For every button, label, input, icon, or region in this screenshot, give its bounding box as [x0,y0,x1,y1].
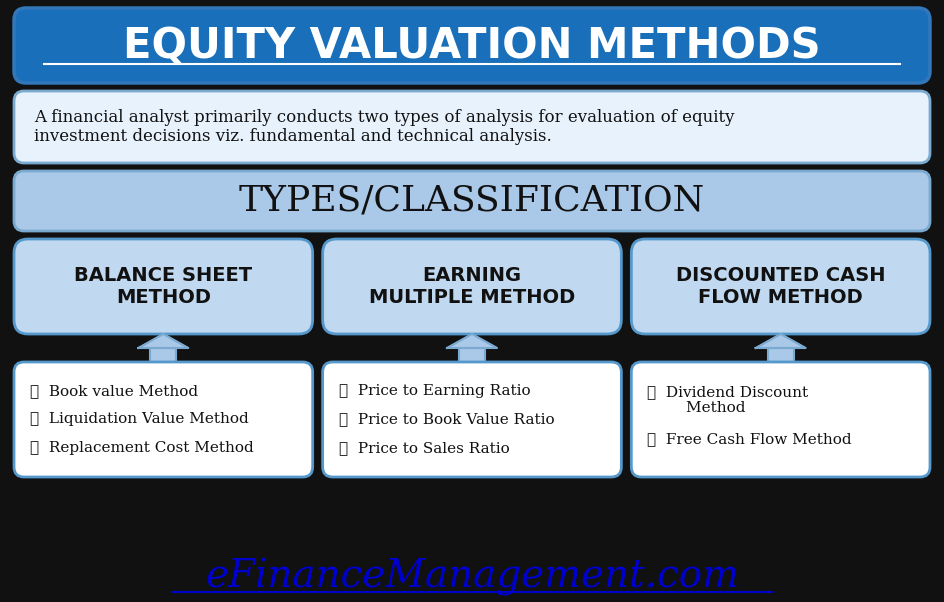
Polygon shape [447,334,497,348]
Text: EQUITY VALUATION METHODS: EQUITY VALUATION METHODS [123,25,821,66]
Text: ➤  Book value Method: ➤ Book value Method [30,383,198,398]
Text: ➤  Liquidation Value Method: ➤ Liquidation Value Method [30,412,249,426]
Polygon shape [755,334,805,348]
Text: ➤  Free Cash Flow Method: ➤ Free Cash Flow Method [648,432,851,445]
Text: ➤  Dividend Discount
        Method: ➤ Dividend Discount Method [648,385,808,415]
Text: ➤  Price to Book Value Ratio: ➤ Price to Book Value Ratio [339,412,554,426]
FancyBboxPatch shape [14,8,930,83]
Text: BALANCE SHEET
METHOD: BALANCE SHEET METHOD [75,266,252,307]
Text: A financial analyst primarily conducts two types of analysis for evaluation of e: A financial analyst primarily conducts t… [34,109,734,145]
Text: ➤  Replacement Cost Method: ➤ Replacement Cost Method [30,441,254,455]
Polygon shape [139,334,189,348]
FancyBboxPatch shape [323,239,621,334]
Text: DISCOUNTED CASH
FLOW METHOD: DISCOUNTED CASH FLOW METHOD [676,266,885,307]
FancyBboxPatch shape [14,91,930,163]
Bar [459,348,485,362]
FancyBboxPatch shape [323,362,621,477]
FancyBboxPatch shape [14,362,312,477]
FancyBboxPatch shape [632,239,930,334]
FancyBboxPatch shape [14,239,312,334]
Text: ➤  Price to Sales Ratio: ➤ Price to Sales Ratio [339,441,510,455]
Bar [150,348,177,362]
Text: TYPES/CLASSIFICATION: TYPES/CLASSIFICATION [239,184,705,218]
FancyBboxPatch shape [14,171,930,231]
FancyBboxPatch shape [632,362,930,477]
Text: eFinanceManagement.com: eFinanceManagement.com [205,559,739,597]
Text: ➤  Price to Earning Ratio: ➤ Price to Earning Ratio [339,383,531,398]
Bar [767,348,794,362]
Text: EARNING
MULTIPLE METHOD: EARNING MULTIPLE METHOD [369,266,575,307]
